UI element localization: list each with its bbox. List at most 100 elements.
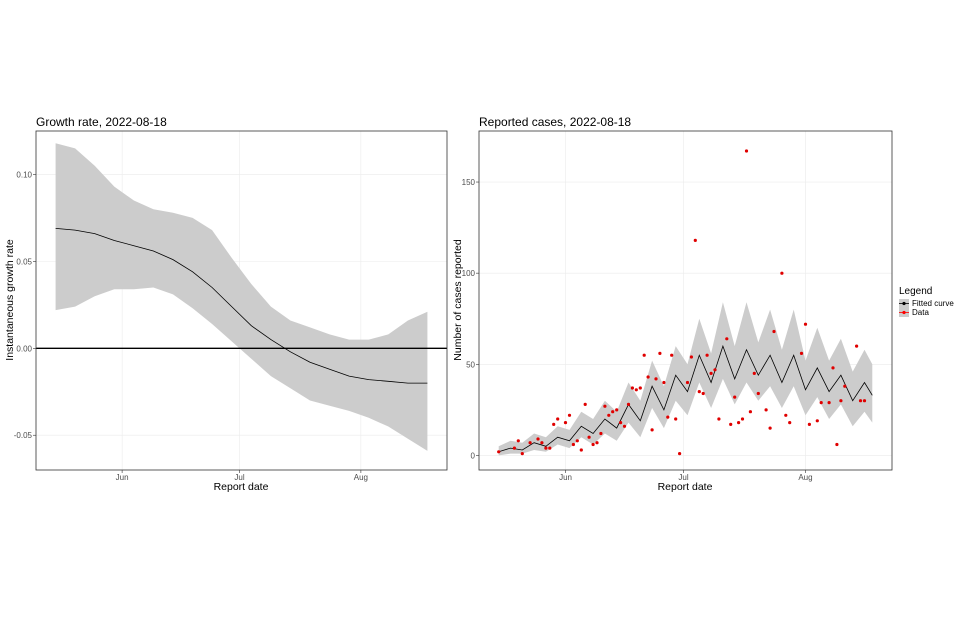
reported-cases-data-point (717, 417, 721, 421)
legend-key-data (899, 308, 909, 317)
legend-key-point (902, 310, 906, 315)
reported-cases-data-point (744, 149, 749, 153)
growth-rate-y-tick-label-3: -0.05 (14, 431, 33, 440)
reported-cases-data-point (827, 401, 831, 405)
reported-cases-data-point (662, 380, 666, 385)
reported-cases-data-point (729, 422, 733, 426)
reported-cases-data-point (595, 441, 599, 445)
reported-cases-data-point (611, 410, 615, 414)
growth-rate-x-axis-title: Report date (214, 481, 269, 493)
reported-cases-data-point (544, 446, 548, 450)
reported-cases-data-point (642, 353, 646, 357)
reported-cases-data-point (567, 413, 572, 417)
reported-cases-data-point (788, 421, 792, 425)
reported-cases-fitted-line (498, 344, 873, 453)
reported-cases-data-point (839, 399, 843, 403)
reported-cases-data-point (831, 366, 835, 370)
reported-cases-data-point (556, 417, 560, 421)
growth-rate-y-tick-label-0: 0.10 (16, 170, 32, 179)
reported-cases-data-point (540, 441, 544, 445)
reported-cases-title: Reported cases, 2022-08-18 (479, 115, 631, 129)
reported-cases-data-point (685, 380, 690, 385)
reported-cases-data-point (638, 386, 642, 390)
reported-cases-data-point (701, 391, 705, 396)
reported-cases-data-point (654, 377, 658, 381)
reported-cases-data-point (678, 452, 682, 456)
reported-cases-data-point (666, 415, 670, 419)
reported-cases-y-tick-label-2: 100 (462, 269, 476, 278)
legend-title: Legend (899, 286, 932, 297)
reported-cases-data-point (583, 402, 587, 406)
reported-cases-data-point (689, 355, 694, 359)
growth-rate-y-tick-label-2: 0.00 (16, 344, 32, 353)
reported-cases-data-point (552, 422, 556, 426)
reported-cases-data-point (709, 371, 713, 375)
growth-rate-confidence-ribbon (55, 143, 428, 451)
reported-cases-panel: Reported cases, 2022-08-18 Report date N… (452, 115, 893, 493)
reported-cases-y-tick-label-0: 0 (471, 451, 476, 460)
growth-rate-x-tick-label-0: Jun (116, 473, 129, 482)
reported-cases-x-tick-label-1: Jul (678, 473, 688, 482)
reported-cases-data-point (815, 419, 819, 423)
reported-cases-data-point (634, 388, 638, 392)
reported-cases-y-axis-title: Number of cases reported (452, 239, 464, 361)
growth-rate-x-tick-label-1: Jul (234, 473, 244, 482)
reported-cases-data-point (674, 417, 678, 421)
reported-cases-data-point (520, 452, 524, 456)
reported-cases-data-point (575, 439, 579, 443)
reported-cases-data-point (571, 442, 576, 447)
reported-cases-data-point (516, 439, 520, 443)
reported-cases-data-point (835, 442, 839, 447)
reported-cases-data-point (646, 375, 650, 379)
reported-cases-data-point (607, 413, 611, 417)
reported-cases-data-point (619, 421, 623, 425)
reported-cases-x-axis-title: Report date (658, 481, 713, 493)
reported-cases-data-point (740, 417, 745, 421)
reported-cases-data-point (630, 386, 635, 390)
reported-cases-data-point (536, 437, 540, 441)
reported-cases-confidence-ribbon (498, 302, 873, 456)
reported-cases-y-tick-label-3: 150 (462, 178, 476, 187)
reported-cases-data-point (752, 371, 756, 375)
reported-cases-data-point (725, 337, 729, 341)
growth-rate-panel: Growth rate, 2022-08-18 Report date Inst… (4, 115, 448, 493)
reported-cases-data-point (563, 421, 568, 425)
reported-cases-data-point (497, 450, 501, 454)
reported-cases-data-point (855, 344, 859, 348)
reported-cases-data-point (626, 402, 631, 406)
legend-label-fitted-curve: Fitted curve (912, 299, 954, 308)
reported-cases-data-point (548, 446, 552, 450)
reported-cases-data-point (772, 329, 776, 334)
reported-cases-data-point (579, 448, 583, 452)
reported-cases-data-point (615, 408, 619, 412)
reported-cases-data-point (799, 351, 804, 355)
reported-cases-data-point (780, 271, 784, 275)
reported-cases-data-point (807, 422, 812, 426)
legend-key-fitted-curve (899, 299, 909, 308)
growth-rate-x-tick-label-2: Aug (354, 473, 368, 482)
reported-cases-data-point (587, 435, 591, 439)
reported-cases-data-point (819, 401, 823, 405)
growth-rate-y-axis-title: Instantaneous growth rate (4, 239, 16, 361)
growth-rate-fitted-line (55, 228, 428, 384)
legend: Legend Fitted curve Data (899, 286, 954, 317)
reported-cases-x-tick-label-2: Aug (798, 473, 812, 482)
reported-cases-data-point (858, 399, 863, 403)
growth-rate-title: Growth rate, 2022-08-18 (36, 115, 167, 129)
reported-cases-data-point (713, 368, 717, 372)
reported-cases-y-tick-label-1: 50 (466, 360, 475, 369)
legend-key-point (902, 301, 906, 306)
reported-cases-data-point (764, 408, 768, 412)
reported-cases-panel-border (478, 130, 893, 471)
reported-cases-data-point (591, 442, 595, 447)
reported-cases-data-point (803, 322, 808, 326)
reported-cases-data-point (512, 446, 517, 450)
reported-cases-data-point (658, 351, 662, 355)
growth-rate-panel-border (35, 130, 448, 471)
growth-rate-y-tick-label-1: 0.05 (16, 257, 32, 266)
reported-cases-data-point (650, 428, 654, 432)
reported-cases-data-point (784, 413, 788, 417)
reported-cases-data-point (756, 391, 760, 396)
